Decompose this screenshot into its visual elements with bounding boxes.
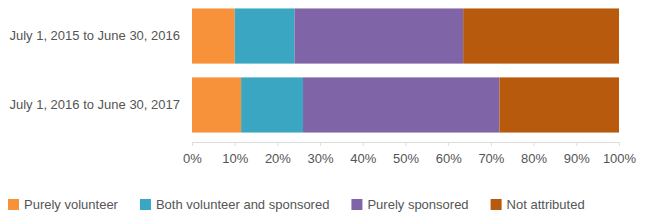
x-tick-mark [320, 142, 321, 146]
x-tick-mark [406, 142, 407, 146]
x-tick-mark [448, 142, 449, 146]
x-tick-label: 10% [222, 151, 248, 166]
bar-segment [241, 77, 303, 132]
bar-segment [303, 77, 499, 132]
x-tick-label: 20% [265, 151, 291, 166]
x-tick-label: 90% [564, 151, 590, 166]
x-tick-label: 50% [393, 151, 419, 166]
x-tick: 50% [393, 142, 419, 166]
y-tick: July 1, 2015 to June 30, 2016 [9, 28, 180, 43]
legend-label: Purely volunteer [24, 197, 119, 212]
bar-segment [192, 77, 241, 132]
legend-swatch [491, 199, 502, 210]
x-tick-label: 70% [478, 151, 504, 166]
legend-item: Both volunteer and sponsored [140, 197, 329, 212]
legend-swatch [140, 199, 151, 210]
x-tick: 30% [308, 142, 334, 166]
bar-segment [294, 8, 463, 63]
y-axis: July 1, 2015 to June 30, 2016 July 1, 201… [9, 28, 180, 112]
bar-segment [463, 8, 619, 63]
x-tick: 0% [183, 142, 202, 166]
x-tick-mark [192, 142, 193, 146]
x-tick-label: 60% [436, 151, 462, 166]
x-tick-label: 80% [521, 151, 547, 166]
legend-swatch [8, 199, 19, 210]
legend-label: Purely sponsored [367, 197, 468, 212]
x-tick-mark [619, 142, 620, 146]
x-tick-label: 100% [603, 151, 637, 166]
bars [192, 8, 619, 132]
y-tick: July 1, 2016 to June 30, 2017 [9, 97, 180, 112]
x-tick: 70% [478, 142, 504, 166]
y-tick-label: July 1, 2016 to June 30, 2017 [9, 97, 180, 112]
x-axis-line [193, 143, 620, 147]
legend-label: Both volunteer and sponsored [156, 197, 329, 212]
x-tick-mark [576, 142, 577, 146]
x-tick: 90% [564, 142, 590, 166]
x-tick: 80% [521, 142, 547, 166]
bar-segment [235, 8, 295, 63]
chart: 0% 10% 20% 30% 40% 50% 60% 70% 80% 90% 100% July 1,… [0, 0, 648, 221]
x-tick-mark [491, 142, 492, 146]
plot: 0% 10% 20% 30% 40% 50% 60% 70% 80% 90% 100% July 1,… [9, 8, 636, 166]
x-tick: 100% [603, 142, 637, 166]
y-tick-label: July 1, 2015 to June 30, 2016 [9, 28, 180, 43]
x-tick-label: 0% [183, 151, 202, 166]
x-tick-mark [235, 142, 236, 146]
x-tick-label: 30% [308, 151, 334, 166]
legend-item: Purely sponsored [351, 197, 468, 212]
legend-label: Not attributed [507, 197, 585, 212]
legend-item: Not attributed [491, 197, 585, 212]
x-axis: 0% 10% 20% 30% 40% 50% 60% 70% 80% 90% 100% [183, 142, 636, 166]
x-tick: 20% [265, 142, 291, 166]
x-tick: 40% [350, 142, 376, 166]
x-tick: 10% [222, 142, 248, 166]
bar-segment [499, 77, 619, 132]
x-tick-mark [277, 142, 278, 146]
x-tick: 60% [436, 142, 462, 166]
legend-item: Purely volunteer [8, 197, 119, 212]
legend: Purely volunteer Both volunteer and spons… [8, 197, 585, 212]
x-tick-mark [363, 142, 364, 146]
x-tick-label: 40% [350, 151, 376, 166]
legend-swatch [351, 199, 362, 210]
bar-segment [192, 8, 235, 63]
x-tick-mark [534, 142, 535, 146]
